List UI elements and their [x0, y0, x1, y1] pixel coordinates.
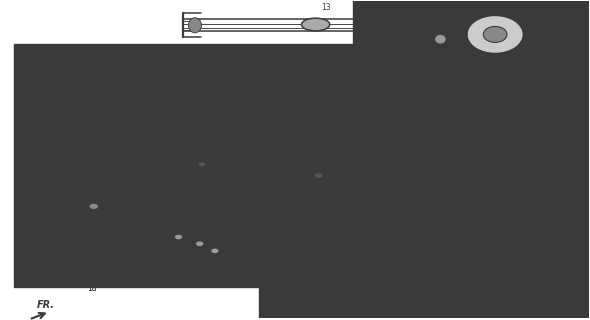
Ellipse shape [481, 50, 490, 57]
Ellipse shape [265, 147, 272, 152]
FancyBboxPatch shape [353, 0, 590, 184]
Ellipse shape [466, 43, 476, 50]
Text: 16: 16 [170, 135, 180, 144]
Text: 23: 23 [211, 248, 221, 257]
Ellipse shape [345, 175, 358, 183]
Text: 13: 13 [321, 3, 330, 12]
Text: 30: 30 [241, 171, 250, 180]
Text: 30: 30 [508, 108, 517, 116]
Circle shape [314, 173, 323, 178]
Text: 15: 15 [295, 166, 304, 175]
Ellipse shape [188, 18, 201, 33]
Text: 22: 22 [83, 201, 93, 210]
Ellipse shape [301, 18, 330, 31]
FancyBboxPatch shape [258, 101, 590, 320]
Circle shape [320, 167, 327, 172]
Text: 2: 2 [510, 192, 515, 201]
Text: 16: 16 [308, 152, 317, 161]
Circle shape [198, 162, 205, 167]
Polygon shape [257, 143, 306, 154]
Circle shape [462, 12, 528, 57]
Text: 21: 21 [141, 232, 150, 241]
Ellipse shape [481, 12, 490, 19]
Ellipse shape [178, 129, 188, 141]
Ellipse shape [500, 50, 509, 57]
Text: 10: 10 [126, 134, 135, 143]
Polygon shape [316, 159, 548, 172]
Ellipse shape [500, 12, 509, 19]
Text: 27: 27 [236, 178, 245, 187]
Text: 28: 28 [425, 218, 435, 227]
Text: 11: 11 [189, 168, 198, 177]
Text: 29: 29 [525, 57, 534, 66]
Text: 1: 1 [528, 29, 533, 38]
Circle shape [467, 15, 523, 53]
Ellipse shape [466, 19, 476, 26]
Text: 19: 19 [205, 242, 215, 251]
Text: 25: 25 [214, 255, 223, 264]
Text: 4: 4 [500, 199, 504, 208]
Ellipse shape [520, 31, 530, 37]
Text: FR.: FR. [37, 300, 55, 310]
Text: 12: 12 [431, 155, 441, 164]
Text: 26: 26 [212, 262, 222, 271]
Text: 14: 14 [271, 166, 281, 175]
Text: 5: 5 [290, 188, 295, 197]
Text: 17: 17 [146, 184, 156, 193]
Ellipse shape [434, 34, 446, 44]
Circle shape [89, 203, 99, 210]
Polygon shape [266, 185, 569, 201]
Ellipse shape [514, 19, 525, 26]
Text: 24: 24 [138, 238, 148, 247]
Text: 7: 7 [307, 142, 312, 151]
Ellipse shape [460, 31, 470, 37]
Circle shape [483, 27, 507, 43]
Circle shape [195, 241, 204, 246]
Ellipse shape [313, 150, 322, 159]
Circle shape [174, 234, 182, 240]
Circle shape [437, 114, 449, 122]
Ellipse shape [359, 177, 370, 184]
Text: 8: 8 [320, 174, 325, 183]
Polygon shape [186, 165, 241, 180]
Polygon shape [15, 180, 157, 287]
Ellipse shape [316, 171, 330, 180]
Text: 3: 3 [293, 182, 297, 191]
Text: 6: 6 [307, 137, 312, 146]
Circle shape [211, 248, 219, 254]
Text: 30: 30 [294, 161, 304, 170]
Ellipse shape [514, 43, 525, 50]
Text: 18: 18 [87, 284, 97, 293]
Text: 9: 9 [185, 158, 191, 167]
Ellipse shape [331, 173, 344, 181]
Polygon shape [161, 187, 215, 235]
Text: 18: 18 [87, 284, 97, 293]
Text: 20: 20 [137, 253, 148, 262]
FancyBboxPatch shape [14, 44, 373, 287]
